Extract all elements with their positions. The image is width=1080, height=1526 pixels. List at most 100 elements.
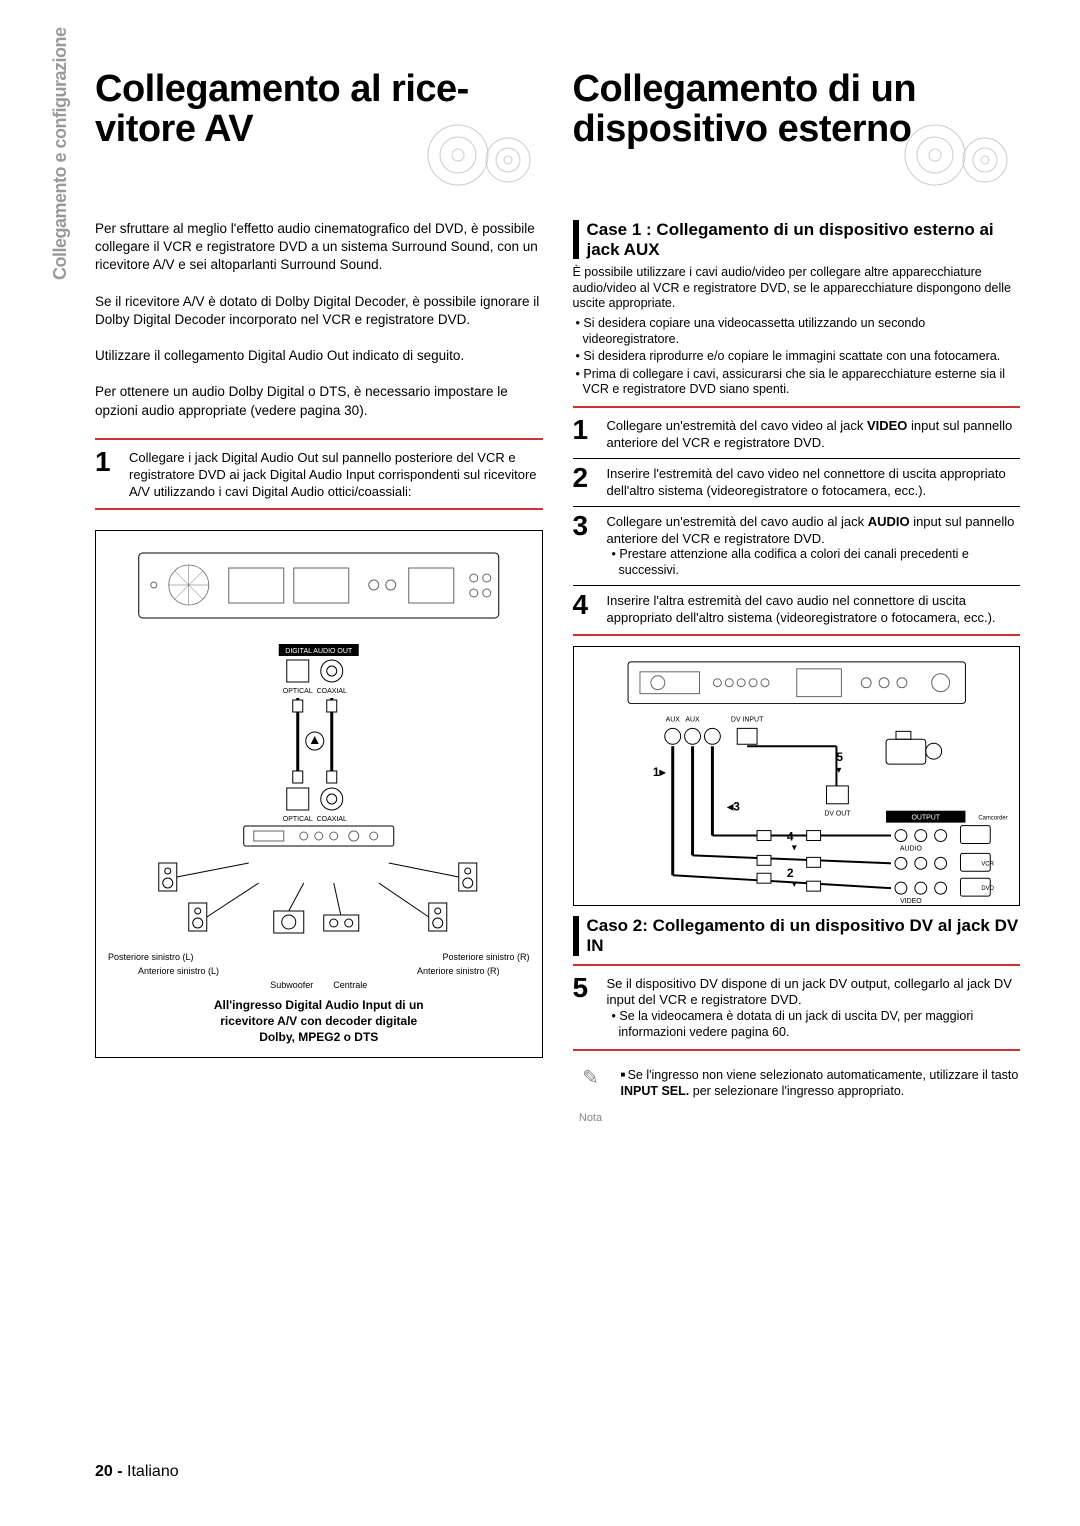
divider	[573, 585, 1021, 586]
step3-sub-bullet: • Prestare attenzione alla codifica a co…	[607, 547, 1021, 578]
side-section-tab: Collegamento e configurazione	[50, 27, 71, 280]
nota-text: Se l'ingresso non viene selezionato auto…	[621, 1065, 1021, 1125]
divider	[573, 406, 1021, 408]
case-bar-icon	[573, 220, 579, 259]
speaker-ant-r: Anteriore sinistro (R)	[417, 966, 500, 976]
right-step-5: 5 Se il dispositivo DV dispone di un jac…	[573, 974, 1021, 1041]
divider	[573, 634, 1021, 636]
divider	[573, 964, 1021, 966]
title-decoration-right	[573, 120, 1021, 190]
step-number: 2	[573, 464, 597, 500]
step-number: 3	[573, 512, 597, 579]
caption-l3: Dolby, MPEG2 o DTS	[259, 1030, 378, 1044]
right-step-3: 3 Collegare un'estremità del cavo audio …	[573, 512, 1021, 579]
svg-text:◂3: ◂3	[726, 800, 740, 814]
svg-text:AUDIO: AUDIO	[899, 846, 922, 853]
svg-text:VIDEO: VIDEO	[900, 898, 922, 905]
left-step-1: 1 Collegare i jack Digital Audio Out sul…	[95, 448, 543, 501]
right-connection-diagram: AUX AUX DV INPUT 1▸ ◂3 4▾ 2▾ 5▾	[573, 646, 1021, 906]
speaker-sub: Subwoofer	[270, 980, 313, 990]
left-column: Collegamento al rice- vitore AV Per sfru…	[95, 70, 543, 1125]
speaker-labels-row-2: Anteriore sinistro (L) Anteriore sinistr…	[108, 966, 530, 976]
divider	[95, 438, 543, 440]
left-intro-4: Per ottenere un audio Dolby Digital o DT…	[95, 383, 543, 419]
svg-text:AUX: AUX	[665, 717, 680, 724]
step-text: Inserire l'altra estremità del cavo audi…	[607, 591, 1021, 627]
step5-sub-bullet: • Se la videocamera è dotata di un jack …	[607, 1009, 1021, 1040]
right-step-2: 2 Inserire l'estremità del cavo video ne…	[573, 464, 1021, 500]
speaker-ant-l: Anteriore sinistro (L)	[138, 966, 219, 976]
step-number: 1	[95, 448, 119, 501]
svg-text:5: 5	[836, 751, 843, 765]
left-intro-2: Se il ricevitore A/V è dotato di Dolby D…	[95, 293, 543, 329]
page-number: 20 -	[95, 1463, 123, 1480]
page-language: Italiano	[127, 1463, 179, 1480]
nota-icon: ✎ Nota	[573, 1065, 609, 1125]
svg-text:DV INPUT: DV INPUT	[730, 717, 763, 724]
caption-l2: ricevitore A/V con decoder digitale	[220, 1014, 417, 1028]
case1-intro: È possibile utilizzare i cavi audio/vide…	[573, 265, 1021, 312]
step-number: 1	[573, 416, 597, 452]
aux-dv-diagram-icon: AUX AUX DV INPUT 1▸ ◂3 4▾ 2▾ 5▾	[574, 647, 1020, 905]
speaker-labels-row-1: Posteriore sinistro (L) Posteriore sinis…	[108, 952, 530, 962]
left-connection-diagram: DIGITAL AUDIO OUT OPTICAL COAXIAL OPTICA…	[95, 530, 543, 1058]
divider	[573, 458, 1021, 459]
coaxial-label-bottom: COAXIAL	[317, 816, 347, 823]
coaxial-label-top: COAXIAL	[317, 688, 347, 695]
step-text: Collegare i jack Digital Audio Out sul p…	[129, 448, 543, 501]
step-number: 5	[573, 974, 597, 1041]
svg-text:▾: ▾	[791, 843, 796, 854]
caption-l1: All'ingresso Digital Audio Input di un	[214, 998, 424, 1012]
svg-text:1▸: 1▸	[652, 765, 666, 779]
right-column: Collegamento di un dispositivo esterno C…	[573, 70, 1021, 1125]
divider	[573, 1049, 1021, 1051]
speaker-layout-icon	[108, 853, 530, 943]
left-intro-1: Per sfruttare al meglio l'effetto audio …	[95, 220, 543, 275]
nota-box: ✎ Nota Se l'ingresso non viene seleziona…	[573, 1065, 1021, 1125]
speaker-center: Centrale	[333, 980, 367, 990]
step-text: Collegare un'estremità del cavo video al…	[607, 416, 1021, 452]
svg-text:Camcorder: Camcorder	[978, 816, 1007, 822]
optical-label-top: OPTICAL	[283, 688, 313, 695]
digital-audio-out-label: DIGITAL AUDIO OUT	[285, 648, 353, 655]
speaker-post-r: Posteriore sinistro (R)	[442, 952, 529, 962]
optical-label-bottom: OPTICAL	[283, 816, 313, 823]
divider	[95, 508, 543, 510]
svg-text:DVD: DVD	[981, 887, 994, 893]
left-intro-3: Utilizzare il collegamento Digital Audio…	[95, 347, 543, 365]
case-bar-icon	[573, 916, 579, 955]
cable-diagram-icon: DIGITAL AUDIO OUT OPTICAL COAXIAL OPTICA…	[108, 638, 530, 848]
step-text: Inserire l'estremità del cavo video nel …	[607, 464, 1021, 500]
disc-decoration-icon	[413, 120, 543, 190]
svg-text:▾: ▾	[791, 880, 796, 891]
pencil-icon: ✎	[573, 1065, 609, 1091]
right-step-4: 4 Inserire l'altra estremità del cavo au…	[573, 591, 1021, 627]
case1-title: Case 1 : Collegamento di un dispositivo …	[587, 220, 1021, 259]
speaker-post-l: Posteriore sinistro (L)	[108, 952, 194, 962]
svg-text:DV OUT: DV OUT	[824, 811, 851, 818]
right-step-1: 1 Collegare un'estremità del cavo video …	[573, 416, 1021, 452]
case1-bullet: • Si desidera copiare una videocassetta …	[573, 316, 1021, 347]
divider	[573, 506, 1021, 507]
case1-bullet: • Si desidera riprodurre e/o copiare le …	[573, 349, 1021, 365]
left-title-line1: Collegamento al rice-	[95, 68, 469, 110]
title-decoration-left	[95, 120, 543, 190]
svg-text:OUTPUT: OUTPUT	[911, 815, 940, 822]
case1-heading: Case 1 : Collegamento di un dispositivo …	[573, 220, 1021, 259]
nota-label: Nota	[573, 1111, 609, 1125]
dvd-rear-panel-icon	[108, 543, 530, 633]
right-title-line1: Collegamento di un	[573, 68, 917, 110]
page-footer: 20 - Italiano	[95, 1463, 179, 1481]
case2-heading: Caso 2: Collegamento di un dispositivo D…	[573, 916, 1021, 955]
disc-decoration-icon	[890, 120, 1020, 190]
case2-title: Caso 2: Collegamento di un dispositivo D…	[587, 916, 1021, 955]
step-number: 4	[573, 591, 597, 627]
speaker-labels-row-3: Subwoofer Centrale	[108, 980, 530, 990]
left-diagram-caption: All'ingresso Digital Audio Input di un r…	[108, 998, 530, 1045]
case1-bullet: • Prima di collegare i cavi, assicurarsi…	[573, 367, 1021, 398]
svg-text:2: 2	[786, 867, 793, 881]
step-text: Se il dispositivo DV dispone di un jack …	[607, 974, 1021, 1041]
svg-text:AUX: AUX	[685, 717, 700, 724]
step-text: Collegare un'estremità del cavo audio al…	[607, 512, 1021, 579]
svg-text:VCR: VCR	[981, 862, 994, 868]
